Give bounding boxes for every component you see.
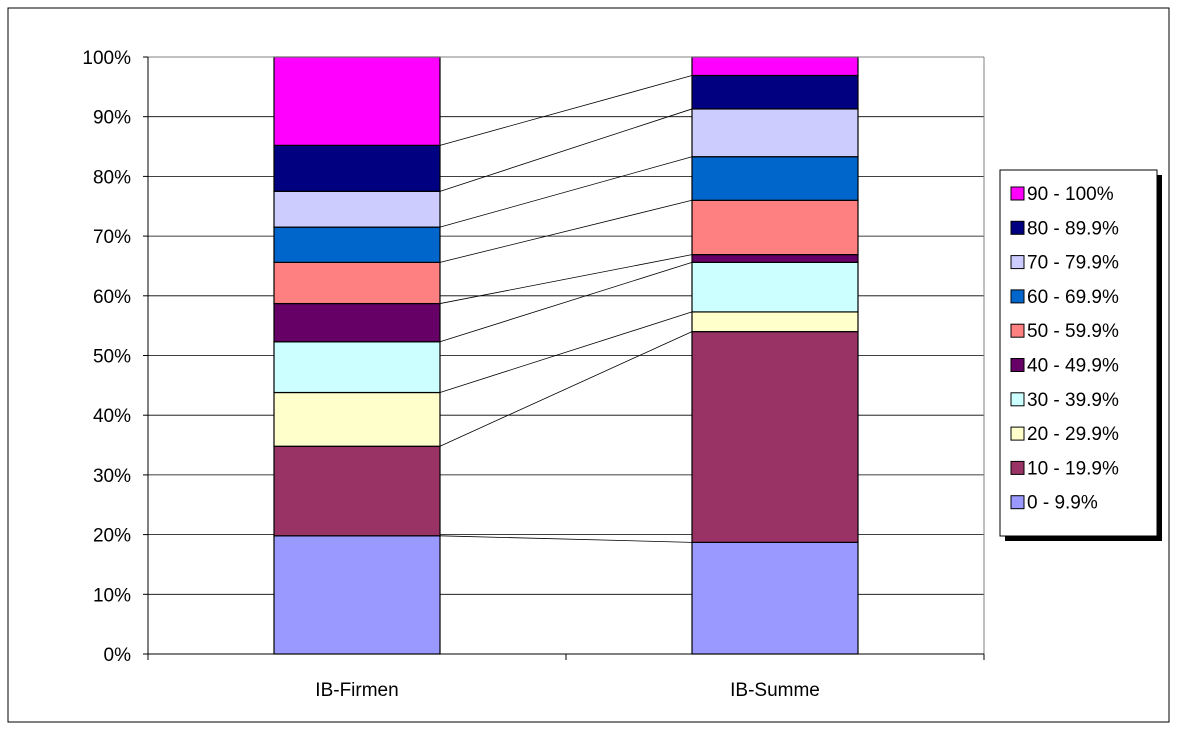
legend-label: 60 - 69.9% [1027, 287, 1119, 308]
bar-segment [273, 56, 441, 146]
axes: 0% 10% 20% 30% 40% 50% 60% 70% 80% 90% 100% IB-Firm… [82, 48, 985, 701]
legend-label: 0 - 9.9% [1027, 493, 1098, 514]
legend-label: 70 - 79.9% [1027, 253, 1119, 274]
y-tick-label: 70% [93, 227, 131, 248]
legend: 90 - 100% 80 - 89.9% 70 - 79.9% 60 - 69.9% 5… [999, 169, 1162, 541]
legend-swatch [1010, 220, 1025, 235]
legend-swatch [1010, 460, 1025, 475]
series-line [439, 261, 693, 343]
bar-segment [691, 108, 859, 158]
series-line [439, 311, 693, 393]
bar-segment [273, 341, 441, 394]
series-line [439, 331, 693, 447]
y-tick-label: 40% [93, 406, 131, 427]
y-tick-label: 30% [93, 466, 131, 487]
legend-swatch [1010, 358, 1025, 372]
bar-segment [273, 261, 441, 305]
y-tick-label: 0% [104, 645, 132, 666]
legend-swatch [1010, 186, 1025, 201]
legend-label: 90 - 100% [1027, 184, 1114, 205]
bar-segment [691, 156, 859, 201]
legend-label: 10 - 19.9% [1027, 458, 1119, 479]
legend-swatch [1010, 392, 1025, 407]
y-tick-label: 20% [93, 526, 131, 547]
bar-segment [273, 535, 441, 655]
legend-swatch [1010, 495, 1025, 510]
legend-label: 20 - 29.9% [1027, 424, 1119, 445]
y-tick-label: 100% [82, 48, 131, 69]
legend-label: 30 - 39.9% [1027, 390, 1119, 411]
x-tick-label: IB-Firmen [315, 680, 398, 701]
y-tick-label: 10% [93, 585, 131, 606]
bar-segment [273, 302, 441, 343]
legend-box [999, 169, 1158, 537]
y-tick-label: 60% [93, 287, 131, 308]
bar-segment [691, 541, 859, 655]
legend-label: 40 - 49.9% [1027, 356, 1119, 377]
bar-segment [273, 445, 441, 537]
legend-swatch [1010, 255, 1025, 270]
bar-segment [691, 199, 859, 256]
series-line [439, 108, 693, 192]
legend-label: 80 - 89.9% [1027, 218, 1119, 239]
bar-segment [691, 254, 859, 263]
x-tick-label: IB-Summe [730, 680, 820, 701]
bars [273, 56, 859, 655]
legend-swatch [1010, 426, 1025, 441]
bar-segment [691, 331, 859, 543]
legend-label: 50 - 59.9% [1027, 321, 1119, 342]
series-line [439, 254, 693, 304]
bar-segment [691, 311, 859, 333]
bar-segment [691, 74, 859, 110]
series-lines [439, 75, 693, 543]
series-line [439, 535, 693, 543]
legend-swatch [1010, 323, 1025, 338]
y-tick-label: 90% [93, 108, 131, 129]
series-line [439, 156, 693, 228]
series-line [439, 75, 693, 146]
legend-swatch [1010, 289, 1025, 304]
y-tick-label: 80% [93, 167, 131, 188]
bar-segment [273, 190, 441, 228]
bar-segment [273, 391, 441, 447]
bar-segment [273, 226, 441, 263]
bar-segment [273, 144, 441, 192]
y-tick-label: 50% [93, 347, 131, 368]
bar-segment [691, 56, 859, 77]
chart-frame [7, 7, 1170, 723]
bar-segment [691, 261, 859, 313]
series-line [439, 199, 693, 263]
